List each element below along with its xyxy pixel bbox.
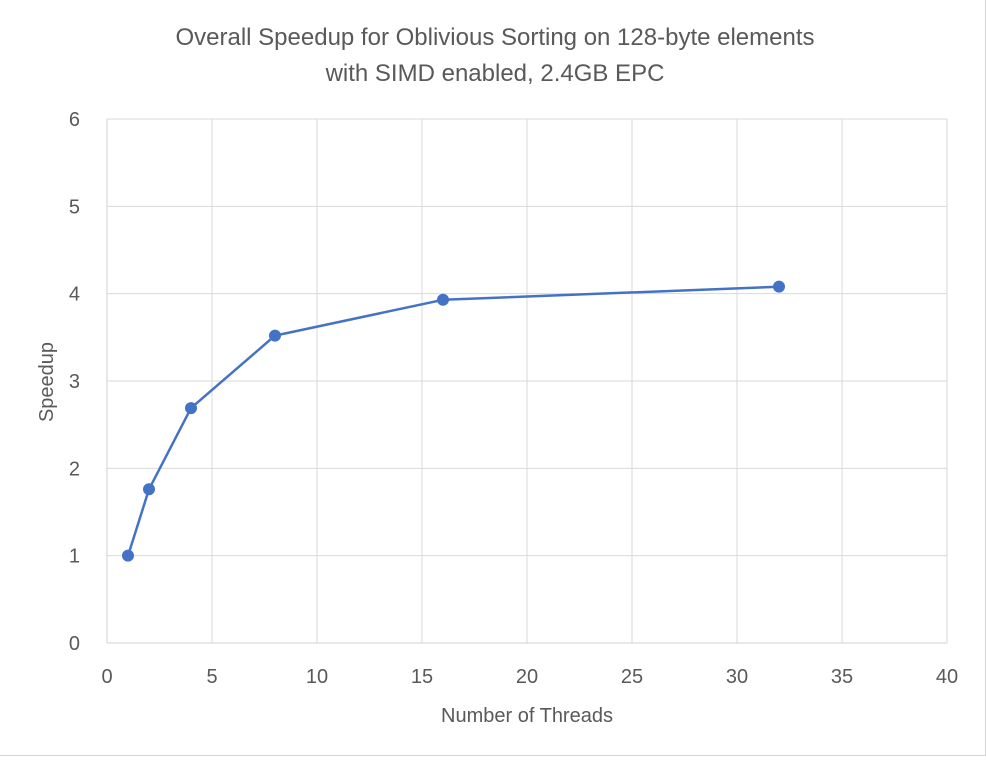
data-point [185, 402, 197, 415]
y-tick-label: 2 [69, 458, 80, 480]
data-point [122, 549, 134, 562]
x-tick-label: 25 [621, 666, 643, 688]
y-tick-label: 4 [69, 284, 80, 306]
data-point [437, 293, 449, 306]
y-axis-title: Speedup [36, 342, 58, 422]
y-tick-label: 6 [69, 109, 80, 131]
x-tick-label: 10 [306, 666, 328, 688]
y-tick-label: 1 [69, 546, 80, 568]
x-tick-label: 30 [726, 666, 748, 688]
data-point [773, 280, 785, 293]
x-tick-label: 15 [411, 666, 433, 688]
y-tick-label: 5 [69, 196, 80, 218]
gridlines [107, 118, 948, 643]
data-point [143, 483, 155, 496]
series-line [126, 285, 780, 557]
x-tick-label: 0 [101, 666, 112, 688]
x-tick-label: 20 [516, 666, 538, 688]
y-tick-label: 3 [69, 371, 80, 393]
x-tick-label: 5 [206, 666, 217, 688]
x-axis-title: Number of Threads [441, 705, 613, 727]
y-tick-label: 0 [69, 633, 80, 655]
chart-subtitle: with SIMD enabled, 2.4GB EPC [325, 60, 665, 87]
axes [106, 119, 947, 644]
data-point [269, 329, 281, 342]
series-layer [122, 280, 785, 562]
tick-labels: 0 5 10 15 20 25 30 35 40 0 1 2 3 4 5 6 [69, 109, 958, 688]
x-tick-label: 40 [936, 666, 958, 688]
x-tick-label: 35 [831, 666, 853, 688]
chart-title: Overall Speedup for Oblivious Sorting on… [175, 24, 814, 51]
